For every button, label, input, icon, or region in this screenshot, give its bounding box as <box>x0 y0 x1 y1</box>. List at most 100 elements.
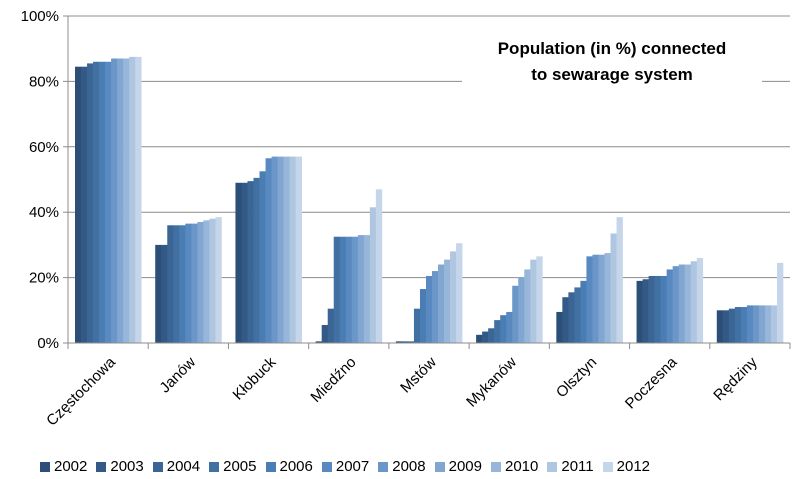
x-tick-label: Mstów <box>397 354 440 397</box>
bar <box>283 156 290 343</box>
bar <box>776 262 784 343</box>
bar <box>123 58 130 343</box>
legend-item: 2002 <box>40 458 87 475</box>
bar <box>197 222 204 343</box>
legend-item: 2005 <box>209 458 257 475</box>
bar <box>173 225 180 343</box>
legend-swatch <box>265 461 276 472</box>
bar <box>740 307 748 343</box>
bar <box>259 171 266 343</box>
bar <box>321 325 329 343</box>
bar <box>111 58 118 343</box>
bar <box>648 275 655 343</box>
bar <box>598 254 605 343</box>
bar <box>333 236 341 343</box>
bar <box>241 182 248 343</box>
legend-swatch <box>321 461 332 472</box>
bar <box>456 243 463 343</box>
bar <box>642 279 649 343</box>
bar <box>488 328 495 343</box>
bar <box>155 244 162 343</box>
y-tick-label: 100% <box>21 8 59 25</box>
x-tick-label: Rędziny <box>710 353 761 404</box>
bar <box>438 264 445 343</box>
bar <box>203 220 210 344</box>
bar <box>289 156 296 343</box>
bar <box>654 275 661 343</box>
bar <box>395 341 403 343</box>
legend-label: 2010 <box>505 458 539 475</box>
legend-item: 2006 <box>265 458 313 475</box>
bar <box>734 307 742 343</box>
bar <box>666 269 673 343</box>
bar <box>678 264 686 343</box>
legend-label: 2004 <box>166 458 201 475</box>
bar <box>99 61 106 343</box>
bar <box>476 334 483 343</box>
bar <box>728 308 736 343</box>
legend-swatch <box>40 461 50 472</box>
legend-label: 2006 <box>279 458 313 475</box>
bar <box>407 341 415 343</box>
bar <box>185 223 192 343</box>
bar <box>758 305 766 343</box>
legend-swatch <box>491 461 501 472</box>
legend-label: 2003 <box>110 458 144 475</box>
y-tick-label: 60% <box>29 139 59 156</box>
bar <box>672 266 679 343</box>
bar <box>271 156 278 343</box>
legend-label: 2012 <box>616 458 651 475</box>
legend-item: 2010 <box>491 458 538 475</box>
bar <box>327 308 335 343</box>
bar <box>209 218 216 343</box>
x-tick-label: Częstochowa <box>43 353 119 429</box>
x-tick-label: Mykanów <box>463 354 520 411</box>
bar <box>746 305 754 343</box>
axes <box>63 15 791 349</box>
legend-swatch <box>96 461 107 472</box>
bar <box>375 189 383 343</box>
bar <box>247 181 254 343</box>
bar <box>450 251 457 343</box>
bar <box>345 236 353 343</box>
legend-label: 2007 <box>335 458 370 475</box>
bar <box>568 292 575 343</box>
bar <box>562 297 569 343</box>
legend-label: 2011 <box>561 458 594 475</box>
legend-swatch <box>547 461 558 472</box>
legend-label: 2005 <box>223 458 257 475</box>
legend-label: 2009 <box>448 458 482 475</box>
bar <box>764 305 772 343</box>
y-tick-label: 80% <box>29 73 59 90</box>
legend-item: 2011 <box>547 458 594 475</box>
bar <box>235 182 242 343</box>
bar <box>716 310 724 343</box>
bar <box>87 63 94 344</box>
legend-swatch <box>152 461 163 472</box>
x-tick-label: Olsztyn <box>553 354 600 401</box>
bar <box>518 277 525 343</box>
bar <box>524 269 531 343</box>
x-tick-label: Poczesna <box>622 353 681 412</box>
bar <box>530 259 537 343</box>
bar <box>93 61 100 343</box>
bar <box>482 331 489 343</box>
bar <box>610 233 617 343</box>
chart-title-line-2: to sewarage system <box>531 65 693 84</box>
chart-title: Population (in %) connected to sewarage … <box>462 36 762 88</box>
bars <box>75 56 784 344</box>
bar <box>357 235 365 343</box>
bar <box>512 285 519 343</box>
legend-item: 2009 <box>434 458 482 475</box>
bar <box>129 56 136 344</box>
bar <box>315 341 322 343</box>
bar <box>135 56 142 344</box>
bar <box>536 256 543 343</box>
legend-item: 2007 <box>321 458 370 475</box>
y-tick-labels: 0% 20% 40% 60% 80% 100% <box>21 8 59 352</box>
bar <box>604 253 611 343</box>
bar <box>660 275 667 343</box>
bar <box>339 236 347 343</box>
bar <box>574 287 581 343</box>
bar <box>117 58 124 343</box>
